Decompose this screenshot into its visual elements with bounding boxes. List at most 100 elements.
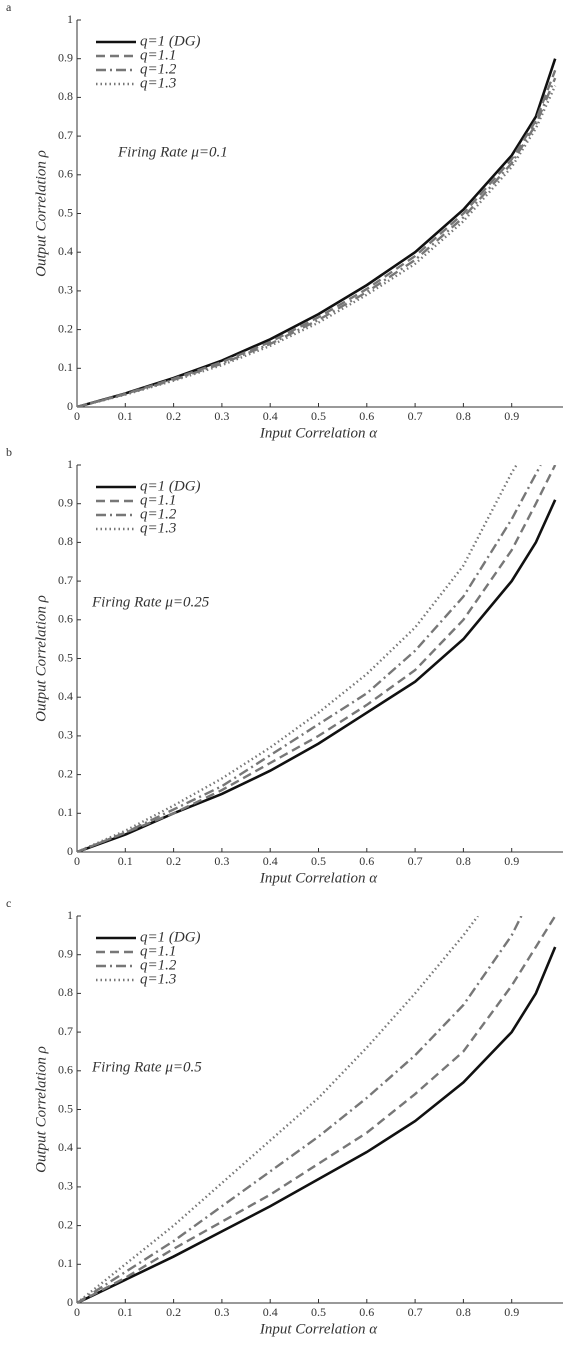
x-tick-label: 0.9 (504, 409, 519, 423)
x-tick-label: 0.8 (456, 409, 471, 423)
x-tick-label: 0.6 (359, 854, 374, 868)
data-line (77, 916, 479, 1303)
panel-label: b (6, 445, 12, 459)
data-line (77, 916, 557, 1303)
y-tick-label: 0.6 (58, 612, 73, 626)
data-line (77, 85, 557, 407)
data-line (77, 499, 557, 852)
x-tick-label: 0.7 (408, 854, 423, 868)
y-tick-label: 0.6 (58, 1063, 73, 1077)
y-tick-label: 0.4 (58, 244, 73, 258)
y-axis-label: Output Correlation ρ (33, 595, 49, 722)
x-axis-label: Input Correlation α (259, 870, 378, 886)
y-tick-label: 0.5 (58, 650, 73, 664)
y-tick-label: 0.9 (58, 495, 73, 509)
legend-label: q=1.2 (140, 506, 177, 522)
y-tick-label: 1 (67, 12, 73, 26)
legend-label: q=1 (DG) (140, 478, 201, 494)
legend-label: q=1 (DG) (140, 929, 201, 945)
annotation: Firing Rate μ=0.5 (91, 1059, 202, 1075)
y-axis-label: Output Correlation ρ (33, 1046, 49, 1173)
y-tick-label: 0.1 (58, 1256, 73, 1270)
x-tick-label: 0.9 (504, 854, 519, 868)
y-tick-label: 0 (67, 1295, 73, 1309)
x-tick-label: 0.7 (408, 1305, 423, 1319)
annotation: Firing Rate μ=0.25 (91, 594, 210, 610)
data-line (77, 77, 557, 407)
x-tick-label: 0 (74, 1305, 80, 1319)
data-line (77, 946, 557, 1303)
x-tick-label: 0.5 (311, 1305, 326, 1319)
y-tick-label: 1 (67, 908, 73, 922)
y-tick-label: 0.3 (58, 728, 73, 742)
y-tick-label: 0.8 (58, 534, 73, 548)
y-tick-label: 0 (67, 844, 73, 858)
x-tick-label: 0.4 (263, 409, 278, 423)
y-axis-label: Output Correlation ρ (33, 150, 49, 277)
panel-label: c (6, 896, 11, 910)
x-tick-label: 0.3 (214, 854, 229, 868)
x-tick-label: 0.8 (456, 854, 471, 868)
x-tick-label: 0.2 (166, 409, 181, 423)
x-tick-label: 0.4 (263, 1305, 278, 1319)
y-tick-label: 0.4 (58, 689, 73, 703)
legend-label: q=1.2 (140, 61, 177, 77)
panel-label: a (6, 0, 12, 14)
legend-label: q=1.1 (140, 943, 176, 959)
x-axis-label: Input Correlation α (259, 425, 378, 441)
y-tick-label: 0.5 (58, 1101, 73, 1115)
x-tick-label: 0.5 (311, 409, 326, 423)
legend-label: q=1.3 (140, 971, 176, 987)
y-tick-label: 0.2 (58, 766, 73, 780)
legend-label: q=1.1 (140, 492, 176, 508)
x-tick-label: 0.5 (311, 854, 326, 868)
y-tick-label: 1 (67, 457, 73, 471)
x-tick-label: 0.1 (118, 1305, 133, 1319)
y-tick-label: 0.7 (58, 1024, 73, 1038)
x-tick-label: 0.8 (456, 1305, 471, 1319)
legend-label: q=1.2 (140, 957, 177, 973)
y-tick-label: 0.8 (58, 985, 73, 999)
x-tick-label: 0.3 (214, 409, 229, 423)
y-tick-label: 0.4 (58, 1140, 73, 1154)
x-tick-label: 0.4 (263, 854, 278, 868)
x-tick-label: 0.9 (504, 1305, 519, 1319)
legend-label: q=1.1 (140, 47, 176, 63)
x-tick-label: 0 (74, 409, 80, 423)
y-tick-label: 0.7 (58, 128, 73, 142)
y-tick-label: 0.9 (58, 50, 73, 64)
data-line (77, 465, 542, 852)
y-tick-label: 0.5 (58, 205, 73, 219)
legend-label: q=1.3 (140, 520, 176, 536)
data-line (77, 916, 523, 1303)
x-tick-label: 0.6 (359, 1305, 374, 1319)
x-tick-label: 0.1 (118, 409, 133, 423)
y-tick-label: 0.2 (58, 1217, 73, 1231)
y-tick-label: 0 (67, 399, 73, 413)
x-tick-label: 0.3 (214, 1305, 229, 1319)
x-tick-label: 0.2 (166, 854, 181, 868)
x-axis-label: Input Correlation α (259, 1321, 378, 1337)
data-line (77, 69, 557, 407)
y-tick-label: 0.3 (58, 283, 73, 297)
data-line (77, 465, 557, 852)
y-tick-label: 0.6 (58, 167, 73, 181)
x-tick-label: 0.7 (408, 409, 423, 423)
x-tick-label: 0 (74, 854, 80, 868)
y-tick-label: 0.8 (58, 89, 73, 103)
y-tick-label: 0.2 (58, 321, 73, 335)
data-line (77, 58, 557, 407)
legend-label: q=1.3 (140, 75, 176, 91)
y-tick-label: 0.1 (58, 360, 73, 374)
annotation: Firing Rate μ=0.1 (117, 144, 228, 160)
x-tick-label: 0.6 (359, 409, 374, 423)
x-tick-label: 0.1 (118, 854, 133, 868)
data-line (77, 465, 518, 852)
legend-label: q=1 (DG) (140, 33, 201, 49)
y-tick-label: 0.9 (58, 946, 73, 960)
y-tick-label: 0.7 (58, 573, 73, 587)
x-tick-label: 0.2 (166, 1305, 181, 1319)
y-tick-label: 0.1 (58, 805, 73, 819)
